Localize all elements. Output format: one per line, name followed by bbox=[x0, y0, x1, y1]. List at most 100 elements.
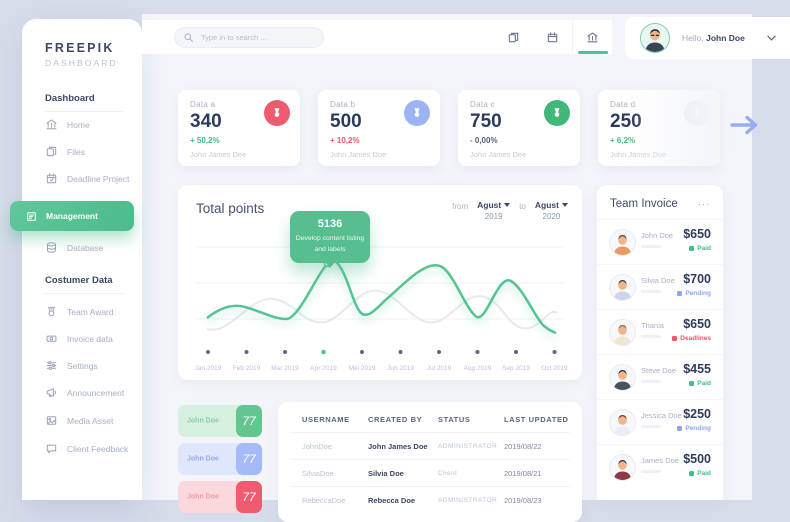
invoice-amount: $650 bbox=[683, 317, 711, 331]
column-header-last-updated: LAST UPDATED bbox=[504, 415, 569, 424]
stat-card-data-a[interactable]: Data a 340 + 50,2% John James Doe bbox=[178, 90, 300, 166]
team-member-row[interactable]: Silvia Doe $700 Pending bbox=[597, 264, 723, 309]
svg-text:Jul 2019: Jul 2019 bbox=[427, 365, 452, 372]
copy-button[interactable] bbox=[494, 20, 533, 54]
award-badge-icon bbox=[684, 100, 710, 126]
member-name: James Doe bbox=[641, 456, 679, 465]
score-card[interactable]: John Doe 77 bbox=[178, 405, 262, 437]
cell-last-updated: 2019/08/23 bbox=[504, 496, 542, 505]
member-name: Thania bbox=[641, 321, 664, 330]
sidebar-item-media-asset[interactable]: Media Asset bbox=[45, 414, 113, 427]
status-badge: Paid bbox=[689, 245, 711, 252]
member-subtext bbox=[641, 290, 661, 293]
stat-delta: + 6,2% bbox=[610, 136, 636, 145]
table-row[interactable]: JohnDoe John James Doe ADMINISTRATOR 201… bbox=[290, 432, 570, 460]
sidebar-item-label: Client Feedback bbox=[67, 443, 129, 454]
more-icon[interactable]: ··· bbox=[698, 199, 710, 209]
sidebar: FREEPIK DASHBOARD Dashboard Home Files D… bbox=[10, 19, 142, 500]
cell-created-by: Silvia Doe bbox=[368, 469, 404, 478]
team-member-row[interactable]: Thania $650 Deadlines bbox=[597, 309, 723, 354]
stat-delta: - 0,00% bbox=[470, 136, 498, 145]
total-points-panel: Total points from Agust 2019 to Agust 20… bbox=[178, 185, 582, 380]
sidebar-item-team-award[interactable]: Team Award bbox=[45, 305, 114, 318]
calendar-button[interactable] bbox=[533, 20, 572, 54]
stat-label: Data d bbox=[610, 100, 636, 109]
sidebar-item-settings[interactable]: Settings bbox=[45, 359, 98, 372]
sidebar-item-invoice-data[interactable]: Invoice data bbox=[45, 332, 113, 345]
search-box[interactable] bbox=[174, 26, 324, 48]
sidebar-item-home[interactable]: Home bbox=[45, 118, 90, 131]
sidebar-item-files[interactable]: Files bbox=[45, 145, 85, 158]
status-dot-icon bbox=[689, 381, 695, 386]
sidebar-item-client-feedback[interactable]: Client Feedback bbox=[45, 442, 128, 455]
column-header-status: STATUS bbox=[438, 415, 471, 424]
status-badge: Pending bbox=[677, 290, 711, 297]
banknote-icon bbox=[46, 335, 57, 342]
member-name: Silvia Doe bbox=[641, 276, 675, 285]
status-dot-icon bbox=[689, 246, 695, 251]
invoice-amount: $500 bbox=[683, 452, 711, 466]
svg-text:Mar 2019: Mar 2019 bbox=[271, 365, 299, 372]
stat-card-data-b[interactable]: Data b 500 + 10,2% John James Doe bbox=[318, 90, 440, 166]
svg-text:Jan 2019: Jan 2019 bbox=[195, 365, 222, 372]
team-member-row[interactable]: Steve Doe $455 Paid bbox=[597, 354, 723, 399]
next-page-arrow[interactable] bbox=[726, 112, 764, 143]
search-input[interactable] bbox=[199, 31, 313, 43]
member-name: Jessica Doe bbox=[641, 411, 682, 420]
status-badge: Deadlines bbox=[672, 335, 711, 342]
score-name: John Doe bbox=[187, 417, 219, 425]
sidebar-item-announcement[interactable]: Announcement bbox=[45, 386, 124, 399]
stat-card-data-d[interactable]: Data d 250 + 6,2% John James Doe bbox=[598, 90, 720, 166]
table-row[interactable]: RebeccaDoe Rebecca Doe ADMINISTRATOR 201… bbox=[290, 486, 570, 514]
table-row[interactable]: SilviaDoe Silvia Doe Client 2019/08/21 bbox=[290, 459, 570, 487]
stat-owner: John James Doe bbox=[610, 150, 667, 159]
bank-icon bbox=[46, 119, 57, 130]
score-card[interactable]: John Doe 77 bbox=[178, 481, 262, 513]
sidebar-item-label: Announcement bbox=[67, 387, 125, 398]
svg-text:Aug 2019: Aug 2019 bbox=[464, 365, 492, 372]
sidebar-item-database[interactable]: Database bbox=[45, 241, 103, 254]
panel-title: Total points bbox=[196, 201, 265, 216]
invoice-amount: $650 bbox=[683, 227, 711, 241]
member-subtext bbox=[641, 380, 661, 383]
search-icon bbox=[184, 32, 193, 42]
score-value: 77 bbox=[236, 481, 262, 513]
image-icon bbox=[46, 416, 57, 425]
to-select[interactable]: Agust 2020 bbox=[535, 200, 568, 221]
cell-created-by: Rebecca Doe bbox=[368, 496, 416, 505]
stat-owner: John James Doe bbox=[330, 150, 387, 159]
stat-label: Data b bbox=[330, 100, 356, 109]
chevron-down-icon[interactable] bbox=[767, 35, 776, 41]
status-badge: Paid bbox=[689, 470, 711, 477]
sidebar-item-management-active[interactable]: Management bbox=[10, 201, 134, 231]
user-greeting: Hello, John Doe bbox=[682, 33, 745, 43]
sidebar-item-label: Deadline Project bbox=[67, 173, 130, 184]
sidebar-item-deadline-project[interactable]: Deadline Project bbox=[45, 172, 129, 185]
calendar-icon bbox=[547, 31, 558, 42]
award-badge-icon bbox=[264, 100, 290, 126]
team-member-row[interactable]: Jessica Doe $250 Pending bbox=[597, 399, 723, 444]
arrow-right-icon bbox=[730, 115, 758, 135]
medal-icon bbox=[48, 306, 55, 317]
user-menu[interactable]: Hello, John Doe bbox=[625, 17, 790, 59]
sidebar-item-label: Database bbox=[67, 242, 104, 253]
home-tab-button[interactable] bbox=[572, 20, 612, 54]
stat-label: Data a bbox=[190, 100, 216, 109]
status-dot-icon bbox=[677, 426, 683, 431]
award-badge-icon bbox=[404, 100, 430, 126]
team-invoice-panel: Team Invoice ··· John Doe $650 Paid Silv… bbox=[597, 185, 723, 500]
team-member-row[interactable]: John Doe $650 Paid bbox=[597, 219, 723, 264]
team-member-row[interactable]: James Doe $500 Paid bbox=[597, 444, 723, 489]
stat-owner: John James Doe bbox=[470, 150, 527, 159]
cell-username: SilviaDoe bbox=[302, 469, 334, 478]
tooltip-value: 5136 bbox=[317, 218, 343, 230]
stat-card-data-c[interactable]: Data c 750 - 0,00% John James Doe bbox=[458, 90, 580, 166]
to-label: to bbox=[519, 202, 526, 211]
from-select[interactable]: Agust 2019 bbox=[477, 200, 511, 221]
sidebar-section-dashboard: Dashboard bbox=[45, 93, 95, 104]
database-icon bbox=[46, 242, 57, 253]
stat-owner: John James Doe bbox=[190, 150, 247, 159]
stat-delta: + 10,2% bbox=[330, 136, 360, 145]
score-card[interactable]: John Doe 77 bbox=[178, 443, 262, 475]
status-badge: Pending bbox=[677, 425, 711, 432]
